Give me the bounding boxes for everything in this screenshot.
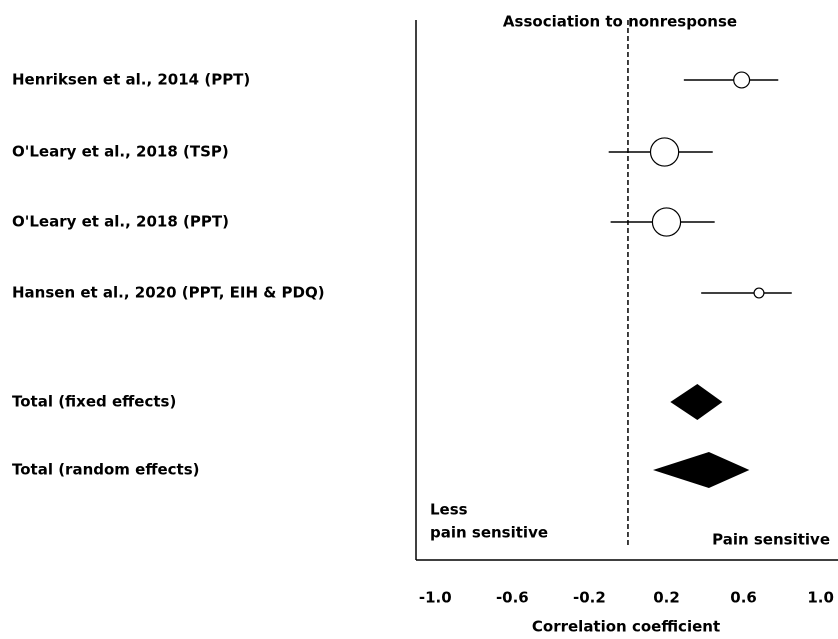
x-tick-label: 1.0 (807, 589, 834, 607)
row-label: Hansen et al., 2020 (PPT, EIH & PDQ) (12, 284, 325, 302)
point-marker (753, 287, 765, 299)
chart-title: Association to nonresponse (503, 13, 737, 31)
summary-diamond (670, 384, 723, 420)
x-tick-label: -0.6 (496, 589, 529, 607)
annotation: pain sensitive (430, 524, 548, 542)
x-tick-label: 0.6 (730, 589, 757, 607)
x-tick-label: -0.2 (573, 589, 606, 607)
point-marker (649, 137, 680, 167)
row-label: Henriksen et al., 2014 (PPT) (12, 71, 250, 89)
row-label: Total (fixed effects) (12, 393, 176, 411)
annotation: Pain sensitive (712, 531, 830, 549)
row-label: O'Leary et al., 2018 (TSP) (12, 143, 229, 161)
row-label: O'Leary et al., 2018 (PPT) (12, 213, 229, 231)
row-label: Total (random effects) (12, 461, 200, 479)
point-marker (651, 207, 682, 237)
summary-diamond (653, 452, 750, 488)
x-axis-label: Correlation coefficient (532, 618, 720, 636)
annotation: Less (430, 501, 468, 519)
x-tick-label: 0.2 (653, 589, 680, 607)
point-marker (733, 71, 751, 89)
x-tick-label: -1.0 (419, 589, 452, 607)
